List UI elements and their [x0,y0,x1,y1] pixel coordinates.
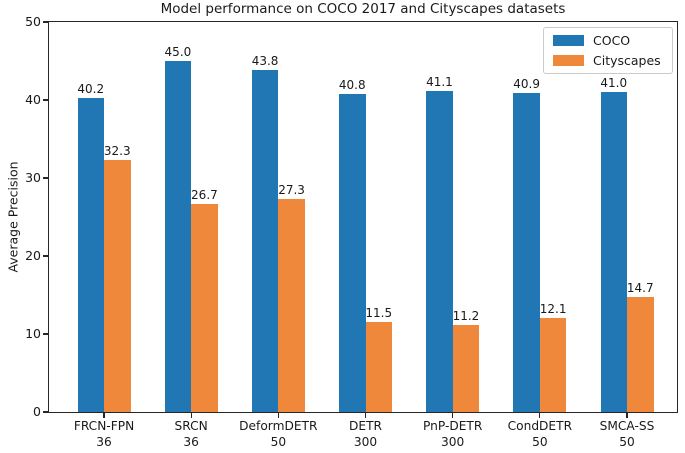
y-tick-mark [43,333,48,335]
x-tick-mark [103,413,105,418]
bar-value-label: 41.1 [426,75,453,90]
y-tick-label: 40 [25,92,41,107]
bar-coco-1 [164,61,192,412]
x-tick-label: FRCN-FPN 36 [56,419,152,450]
bar-cityscapes-6 [627,297,654,412]
plot-area: 0 10 20 30 40 50 FRCN-FPN 36 SRCN 36 DeformDETR 50 D… [25,14,678,449]
x-tick-mark [364,413,367,418]
x-tick-mark [626,413,628,418]
y-tick-label: 0 [33,404,41,419]
x-tick-label-line: SRCN [174,419,208,433]
x-tick-label-line: 50 [532,434,548,449]
y-tick-label: 50 [25,14,41,29]
bar-cityscapes-2 [278,199,305,412]
bar-value-label: 43.8 [251,54,279,69]
x-tick-label-line: 36 [96,434,112,449]
x-tick-label-line: FRCN-FPN [73,419,135,433]
bar-cityscapes-5 [539,317,567,412]
x-tick-label: SRCN 36 [143,419,239,450]
y-tick-label: 30 [25,170,41,185]
bar-coco-2 [251,70,279,412]
y-tick-mark [43,255,48,257]
bar-value-label: 14.7 [626,281,654,296]
x-tick-label-line: PnP-DETR [423,419,483,433]
x-tick-label-line: 50 [270,434,287,449]
legend: COCO Cityscapes [543,27,673,74]
legend-label-coco: COCO [593,33,631,48]
bar-cityscapes-3 [365,322,392,412]
chart-title: Model performance on COCO 2017 and Citys… [160,1,566,17]
bar-value-label: 40.2 [77,82,105,97]
bar-cityscapes-1 [191,203,218,412]
x-tick-mark [539,413,541,418]
x-tick-mark [190,413,192,418]
bar-value-label: 45.0 [164,45,192,59]
bar-value-label: 12.1 [539,301,567,316]
x-tick-label: SMCA-SS 50 [579,419,675,450]
x-tick-label-line: DeformDETR [239,419,318,433]
cityscapes-swatch-icon [553,55,584,66]
x-tick-label-line: SMCA-SS [599,419,655,433]
y-tick-label: 10 [25,326,41,341]
bar-value-label: 40.8 [338,77,366,92]
legend-item-coco: COCO [553,33,663,48]
y-tick-mark [43,411,48,413]
bar-value-label: 27.3 [278,183,305,198]
x-tick-mark [452,413,454,418]
bar-coco-5 [513,92,540,412]
legend-label-cityscapes: Cityscapes [593,53,661,68]
x-tick-label: DETR 300 [318,419,414,450]
y-tick-mark [43,99,48,101]
x-tick-label-line: 300 [441,434,465,449]
y-tick-mark [43,21,48,23]
bar-coco-4 [426,91,453,412]
bar-coco-0 [77,98,104,412]
bar-coco-3 [339,93,366,412]
legend-item-cityscapes: Cityscapes [553,53,663,68]
y-tick-mark [43,177,48,179]
x-tick-label-line: 36 [183,434,199,449]
x-tick-label-line: CondDETR [507,419,573,433]
bar-value-label: 41.0 [600,76,628,91]
y-tick-label: 20 [25,248,41,263]
x-tick-label-line: 300 [353,434,378,449]
bar-value-label: 11.2 [452,308,480,323]
bar-value-label: 26.7 [191,187,218,202]
bar-cityscapes-0 [104,160,131,412]
bar-value-label: 11.5 [365,306,393,321]
x-tick-label: PnP-DETR 300 [405,419,501,450]
bar-value-label: 40.9 [513,76,540,91]
bar-coco-6 [600,92,628,412]
x-tick-label: DeformDETR 50 [230,419,326,450]
x-tick-label-line: DETR [349,419,382,433]
x-tick-mark [277,413,279,418]
x-tick-label: CondDETR 50 [492,419,588,450]
bar-value-label: 32.3 [103,144,131,159]
coco-swatch-icon [553,35,584,46]
x-tick-label-line: 50 [619,434,635,449]
bar-cityscapes-4 [452,324,480,412]
